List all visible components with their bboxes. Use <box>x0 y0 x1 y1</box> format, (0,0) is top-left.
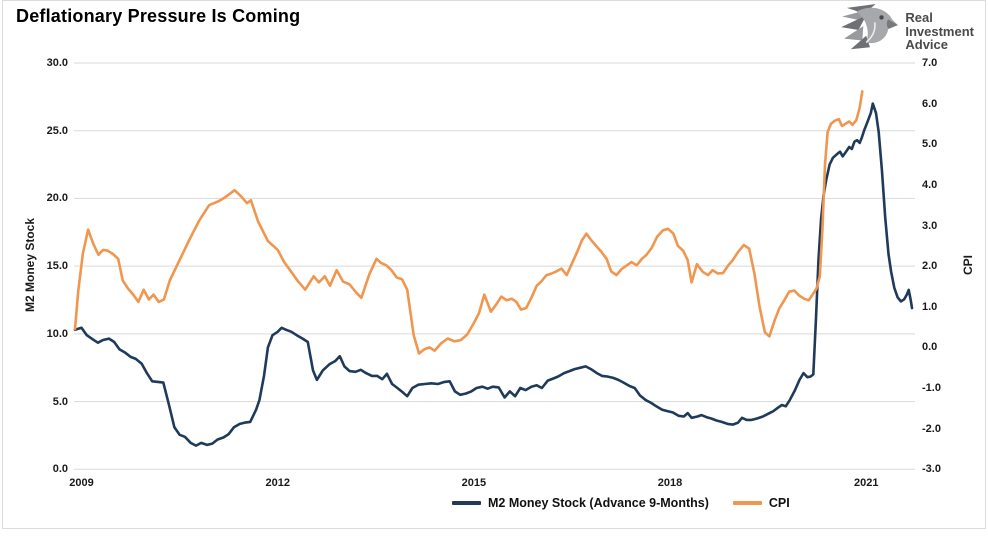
legend-label-m2: M2 Money Stock (Advance 9-Months) <box>488 496 709 510</box>
right-axis-title: CPI <box>961 254 975 276</box>
left-axis-tick: 5.0 <box>52 395 68 408</box>
right-axis-tick: -3.0 <box>922 463 941 476</box>
m2-series-line <box>73 102 914 447</box>
right-axis-tick: 5.0 <box>922 138 938 151</box>
left-axis-tick: 20.0 <box>46 192 68 205</box>
left-axis-tick: 15.0 <box>46 260 68 273</box>
right-axis-tick: 2.0 <box>922 260 938 273</box>
brand-line-2: Investment <box>905 23 974 39</box>
cpi-line-swatch <box>732 501 762 505</box>
brand-line-3: Advice <box>905 37 948 53</box>
cpi-series-line <box>73 90 864 355</box>
right-axis-tick: 1.0 <box>922 300 938 313</box>
legend-label-cpi: CPI <box>768 496 790 510</box>
x-axis-tick: 2021 <box>853 477 879 489</box>
eagle-icon <box>841 4 899 59</box>
right-axis-tick: 6.0 <box>922 97 938 110</box>
right-axis-tick: -2.0 <box>922 422 941 435</box>
page-title: Deflationary Pressure Is Coming <box>16 6 301 26</box>
right-axis-tick: -1.0 <box>922 382 941 395</box>
x-axis-tick: 2012 <box>265 477 290 489</box>
left-axis-tick: 30.0 <box>46 57 68 69</box>
brand-name: Real Investment Advice <box>905 11 974 52</box>
m2-line-swatch <box>452 501 481 505</box>
right-axis-tick: 3.0 <box>922 219 938 232</box>
brand-logo: Real Investment Advice <box>841 4 974 59</box>
left-axis-tick: 10.0 <box>46 327 68 340</box>
legend-item-m2: M2 Money Stock (Advance 9-Months) <box>452 496 709 510</box>
left-axis-tick: 0.0 <box>52 463 68 476</box>
legend-item-cpi: CPI <box>732 496 790 510</box>
x-axis-tick: 2015 <box>461 477 487 489</box>
right-axis-tick: 7.0 <box>922 57 938 69</box>
right-axis-tick: 4.0 <box>922 178 938 191</box>
right-axis-tick: 0.0 <box>922 341 938 354</box>
x-axis-tick: 2009 <box>69 477 94 489</box>
brand-line-1: Real <box>905 9 933 25</box>
x-axis-tick: 2018 <box>657 477 683 489</box>
chart-legend: M2 Money Stock (Advance 9-Months) CPI <box>452 496 790 510</box>
left-axis-tick: 25.0 <box>46 124 68 137</box>
